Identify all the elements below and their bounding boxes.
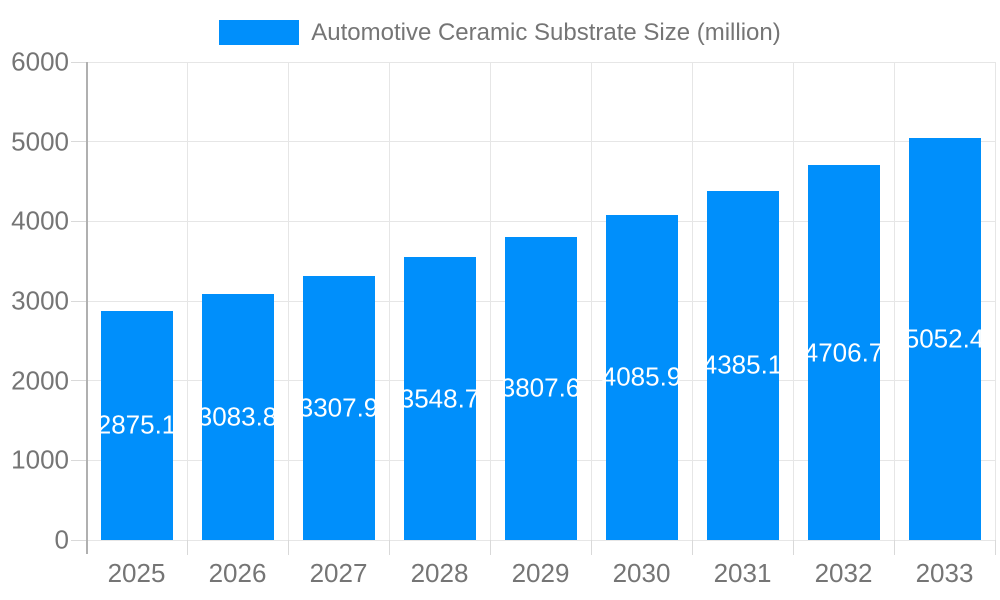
bar-value-label: 4085.9 — [601, 361, 682, 392]
legend-label[interactable]: Automotive Ceramic Substrate Size (milli… — [311, 18, 781, 46]
x-gridline — [287, 62, 289, 540]
x-axis-tick — [893, 540, 895, 555]
y-axis-tick — [71, 61, 86, 63]
x-axis-tick — [691, 540, 693, 555]
bar-2025[interactable]: 2875.1 — [97, 310, 176, 540]
x-axis-label: 2033 — [915, 558, 974, 588]
bar-value-label: 4706.7 — [803, 337, 884, 368]
x-gridline — [186, 62, 188, 540]
x-gridline — [893, 62, 895, 540]
bar-2031[interactable]: 4385.1 — [703, 190, 782, 540]
x-axis-tick — [287, 540, 289, 555]
bar-value-label: 5052.4 — [904, 323, 985, 354]
y-axis-label: 0 — [54, 524, 69, 555]
x-axis-tick — [590, 540, 592, 555]
y-gridline — [86, 220, 995, 222]
y-axis-label: 6000 — [11, 46, 69, 77]
x-gridline — [792, 62, 794, 540]
y-axis-tick — [71, 459, 86, 461]
x-axis-label: 2030 — [612, 558, 671, 588]
bar-value-label: 4385.1 — [702, 349, 783, 380]
legend-swatch[interactable] — [219, 20, 300, 45]
y-axis-tick — [71, 141, 86, 143]
x-axis-label: 2025 — [107, 558, 166, 588]
y-gridline — [86, 141, 995, 143]
x-gridline — [489, 62, 491, 540]
plot-area: 0 1000 2000 3000 4000 5000 6000 2875.1 2025 3083.… — [11, 47, 996, 588]
bar-2032[interactable]: 4706.7 — [804, 165, 883, 540]
y-axis-line — [86, 62, 88, 554]
x-gridline — [388, 62, 390, 540]
x-axis-tick — [994, 540, 996, 555]
x-axis-label: 2032 — [814, 558, 873, 588]
x-axis-label: 2026 — [208, 558, 267, 588]
y-axis-tick — [71, 220, 86, 222]
bar-2030[interactable]: 4085.9 — [602, 214, 681, 540]
y-axis-tick — [71, 380, 86, 382]
x-gridline — [994, 62, 996, 540]
y-axis-label: 1000 — [11, 444, 69, 475]
y-axis-label: 3000 — [11, 285, 69, 316]
x-axis-label: 2029 — [511, 558, 570, 588]
x-axis-label: 2027 — [309, 558, 368, 588]
legend[interactable]: Automotive Ceramic Substrate Size (milli… — [0, 19, 1000, 46]
bar-value-label: 3807.6 — [500, 372, 581, 403]
bar-value-label: 3307.9 — [298, 392, 379, 423]
x-axis-label: 2028 — [410, 558, 469, 588]
y-axis-label: 4000 — [11, 205, 69, 236]
bar-2033[interactable]: 5052.4 — [905, 137, 984, 540]
x-axis-label: 2031 — [713, 558, 772, 588]
x-axis-tick — [186, 540, 188, 555]
y-axis-label: 5000 — [11, 126, 69, 157]
x-axis-tick — [388, 540, 390, 555]
bar-value-label: 3083.8 — [197, 401, 278, 432]
bar-value-label: 2875.1 — [96, 409, 177, 440]
y-axis-label: 2000 — [11, 365, 69, 396]
x-gridline — [691, 62, 693, 540]
x-gridline — [590, 62, 592, 540]
y-gridline — [86, 61, 995, 63]
bar-value-label: 3548.7 — [399, 383, 480, 414]
y-axis-tick — [71, 300, 86, 302]
x-axis-tick — [489, 540, 491, 555]
bar-2028[interactable]: 3548.7 — [400, 257, 479, 540]
bar-2029[interactable]: 3807.6 — [501, 236, 580, 540]
bar-2026[interactable]: 3083.8 — [198, 294, 277, 540]
bar-2027[interactable]: 3307.9 — [299, 276, 378, 540]
y-gridline — [86, 539, 995, 541]
x-axis-tick — [792, 540, 794, 555]
y-axis-tick — [71, 539, 86, 541]
